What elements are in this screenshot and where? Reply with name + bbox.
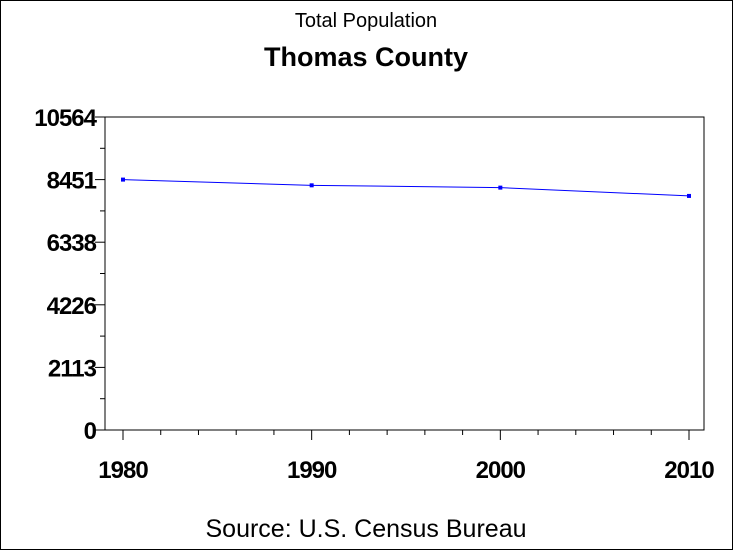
x-tick-label: 2000 [476,457,526,484]
y-tick-label: 4226 [47,293,97,320]
x-tick-label: 1980 [98,457,148,484]
y-tick-label: 8451 [47,168,97,195]
y-axis: 0 2113 4226 6338 8451 10564 [34,105,105,445]
chart-footnote: Source: U.S. Census Bureau [206,515,527,543]
x-tick-label: 2010 [664,457,714,484]
series-line [122,179,690,197]
chart-title: Total Population [295,10,437,32]
chart-subtitle: Thomas County [264,42,468,72]
data-point [121,177,125,182]
data-point [687,193,691,198]
y-tick-label: 10564 [34,105,97,132]
data-point [309,183,314,188]
y-tick-label: 6338 [47,230,97,257]
series-line-group [121,177,691,198]
plot-area [104,116,705,431]
data-point [498,185,503,190]
y-tick-label: 2113 [48,355,97,382]
y-tick-label: 0 [84,418,97,445]
x-tick-label: 1990 [287,457,337,484]
x-axis: 1980 1990 2000 2010 [98,430,715,484]
